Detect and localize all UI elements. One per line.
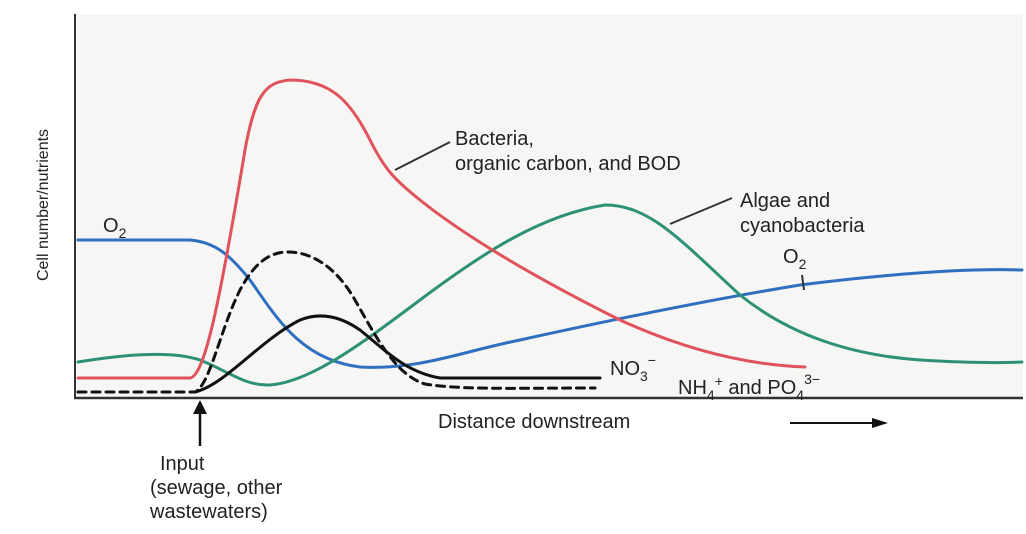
label-superscript: +: [715, 373, 723, 389]
arrowhead: [193, 400, 207, 414]
leader-line: [394, 141, 451, 171]
label-part: O: [103, 215, 119, 237]
label-superscript: −: [648, 352, 656, 368]
nutrient-solid-curve: [193, 314, 602, 394]
label: organic carbon, and BOD: [455, 153, 681, 175]
bacteria-curve: [76, 78, 807, 380]
label: Bacteria,: [455, 128, 534, 150]
label: Algae and: [740, 190, 830, 212]
x-axis-label: Distance downstream: [438, 411, 630, 433]
oxygen-curve: [76, 238, 1024, 369]
label-subscript: 2: [799, 256, 807, 272]
algae-curve: [76, 203, 1024, 387]
label: O2: [783, 246, 807, 272]
label-subscript: 3: [640, 368, 648, 384]
label: cyanobacteria: [740, 215, 865, 237]
label: wastewaters): [149, 501, 268, 523]
label: NH4+ and PO43−: [678, 371, 820, 403]
label-subscript: 4: [796, 387, 804, 403]
label: (sewage, other: [150, 477, 283, 499]
label-part: and PO: [723, 377, 796, 399]
leader-line: [669, 197, 733, 225]
label-subscript: 2: [119, 225, 127, 241]
label: NO3−: [610, 352, 656, 384]
label: Input: [160, 453, 205, 475]
arrowhead: [872, 418, 888, 428]
y-axis-label: Cell number/nutrients: [35, 129, 52, 281]
label-part: O: [783, 246, 799, 268]
label-superscript: 3−: [804, 371, 820, 387]
nutrient-dashed-curve: [76, 250, 597, 394]
label-part: NH: [678, 377, 707, 399]
label-part: NO: [610, 358, 640, 380]
leader-line: [801, 274, 805, 291]
plot-area: [75, 14, 1023, 398]
label: O2: [103, 215, 127, 241]
label-subscript: 4: [707, 387, 715, 403]
